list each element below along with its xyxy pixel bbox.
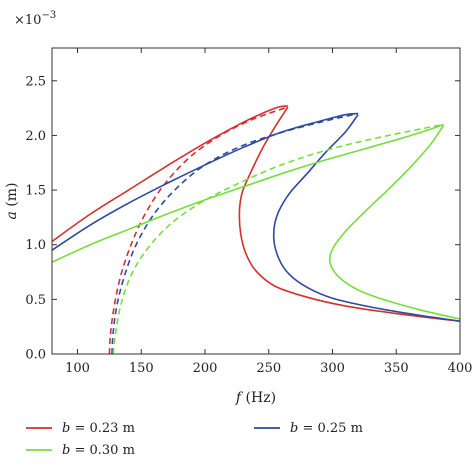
y-axis-label: a (m) [4, 182, 20, 219]
series-line-unstable-branch [108, 106, 289, 355]
plot-frame [51, 47, 461, 355]
y-tick-label: 1.0 [25, 238, 46, 253]
legend-item: b = 0.30 m [26, 443, 135, 458]
series-line-lower-branch [328, 125, 461, 320]
y-multiplier-exponent: −3 [41, 10, 56, 21]
series-1 [51, 105, 461, 355]
legend-label: b = 0.30 m [62, 443, 135, 458]
x-axis-label: f (Hz) [235, 390, 276, 406]
y-tick-label: 2.0 [25, 129, 46, 144]
x-tick-label: 250 [256, 361, 281, 376]
series-3 [51, 123, 461, 355]
x-tick-label: 100 [65, 361, 90, 376]
y-tick-label: 2.5 [25, 74, 46, 89]
y-tick-label: 0.5 [25, 293, 46, 308]
legend-label: b = 0.23 m [62, 421, 135, 436]
legend-item: b = 0.23 m [26, 421, 135, 436]
x-tick-label: 400 [448, 361, 473, 376]
series-line-upper-branch [51, 112, 359, 251]
legend: b = 0.23 m b = 0.25 m b = 0.30 m [26, 421, 363, 458]
x-tick-label: 350 [384, 361, 409, 376]
x-tick-label: 150 [129, 361, 154, 376]
legend-item: b = 0.25 m [254, 421, 363, 436]
series-line-lower-branch [272, 114, 461, 323]
series-line-unstable-branch [112, 123, 444, 355]
series-line-lower-branch [238, 106, 461, 323]
x-tick-label: 300 [320, 361, 345, 376]
y-tick-label: 1.5 [25, 184, 46, 199]
y-tick-label: 0.0 [25, 348, 46, 363]
y-multiplier-label: ×10−3 [14, 10, 56, 28]
series-line-upper-branch [51, 105, 289, 243]
series-line-upper-branch [51, 123, 444, 263]
series-layer [51, 105, 461, 355]
series-2 [51, 112, 461, 355]
legend-label: b = 0.25 m [290, 421, 363, 436]
axis-ticks: 100 150 200 250 300 350 400 0.0 0.5 1.0 1.5 2.0 2.5 [25, 48, 472, 376]
x-tick-label: 200 [193, 361, 218, 376]
series-line-unstable-branch [111, 112, 359, 355]
